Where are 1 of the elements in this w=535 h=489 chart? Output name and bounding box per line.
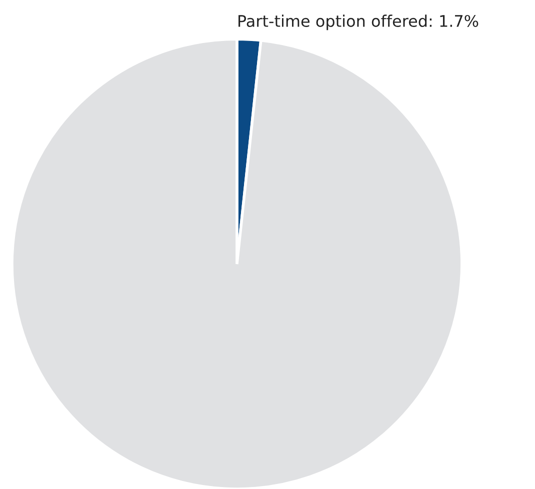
slice-label: Part-time option offered: 1.7%: [238, 14, 478, 30]
